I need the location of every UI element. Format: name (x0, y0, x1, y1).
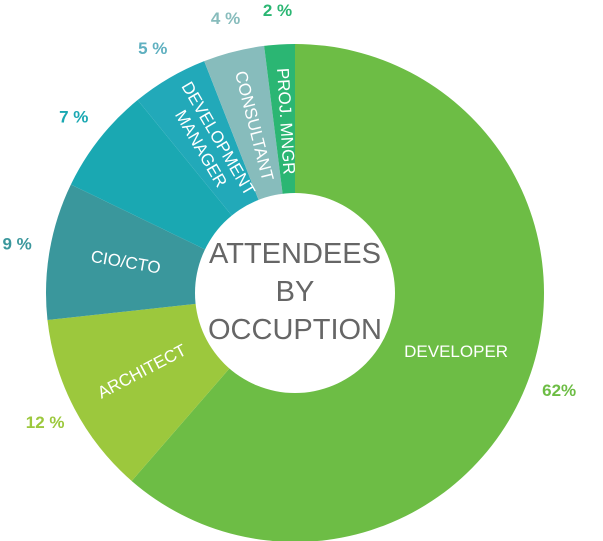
value-label: 12 % (26, 413, 65, 432)
value-label: 9 % (2, 234, 31, 253)
value-label: 5 % (138, 39, 167, 58)
value-label: 7 % (59, 108, 88, 127)
donut-hole (195, 193, 395, 393)
value-label: 62% (542, 381, 576, 400)
chart-title: ATTENDEES BY OCCUPTION (208, 238, 382, 346)
segment-label: DEVELOPER (404, 343, 508, 362)
value-label: 4 % (211, 9, 240, 28)
value-label: 2 % (263, 1, 292, 20)
